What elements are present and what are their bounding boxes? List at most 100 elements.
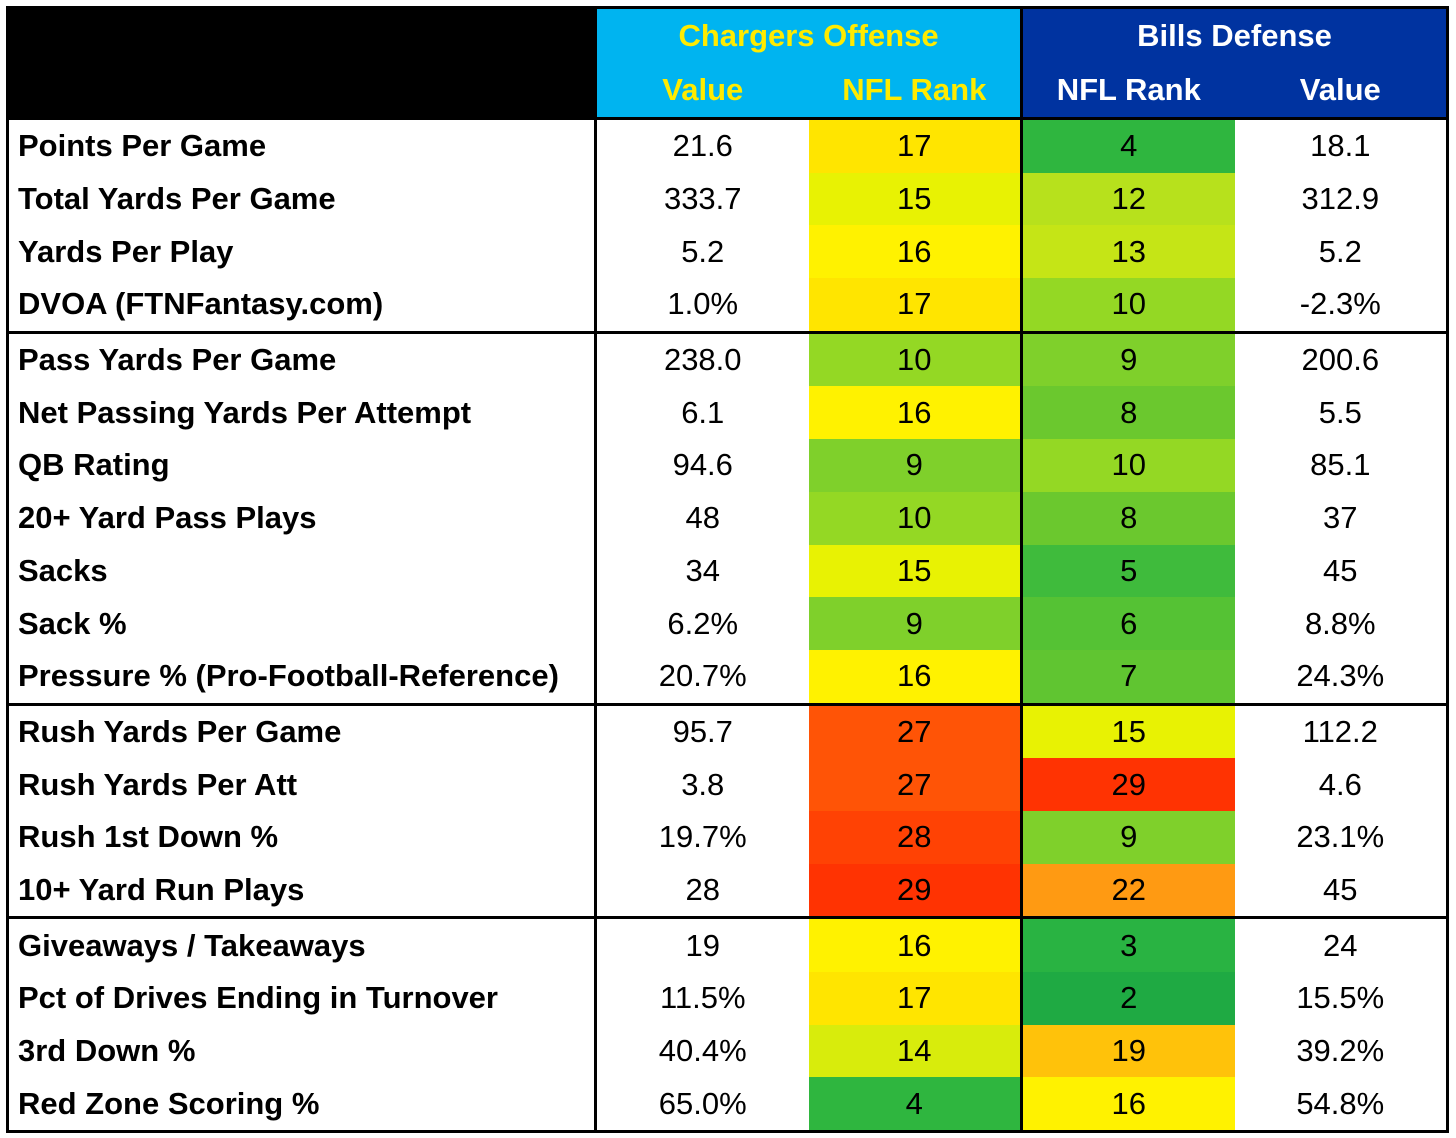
stat-label: Yards Per Play xyxy=(6,225,597,279)
table-row: Rush Yards Per Att 3.8 27 29 4.6 xyxy=(6,758,1450,811)
bills-value-cell: 45 xyxy=(1234,544,1450,598)
table-row: Rush Yards Per Game 95.7 27 15 112.2 xyxy=(6,702,1450,759)
bills-value-cell: 5.5 xyxy=(1234,386,1450,440)
stat-label: 3rd Down % xyxy=(6,1024,597,1078)
bills-value-cell: 23.1% xyxy=(1234,810,1450,864)
chargers-rank-cell: 4 xyxy=(808,1077,1022,1134)
bills-value-cell: 5.2 xyxy=(1234,225,1450,279)
bills-rank-cell: 15 xyxy=(1020,702,1235,759)
bills-rank-cell: 8 xyxy=(1020,386,1235,440)
bills-rank-cell: 6 xyxy=(1020,597,1235,650)
table-row: Sacks 34 15 5 45 xyxy=(6,544,1450,598)
bills-rank-cell: 7 xyxy=(1020,649,1235,705)
bills-rank-cell: 29 xyxy=(1020,758,1235,811)
bills-value-cell: 18.1 xyxy=(1234,116,1450,173)
stat-label: Sacks xyxy=(6,544,597,598)
table-row: 20+ Yard Pass Plays 48 10 8 37 xyxy=(6,491,1450,545)
chargers-value-cell: 65.0% xyxy=(595,1077,809,1134)
chargers-value-cell: 6.2% xyxy=(595,597,809,650)
table-row: Total Yards Per Game 333.7 15 12 312.9 xyxy=(6,172,1450,226)
table-row: Yards Per Play 5.2 16 13 5.2 xyxy=(6,225,1450,279)
chargers-rank-cell: 9 xyxy=(808,439,1022,492)
chargers-value-header: Value xyxy=(595,63,809,119)
chargers-rank-cell: 15 xyxy=(808,544,1022,598)
bills-rank-cell: 12 xyxy=(1020,172,1235,226)
table-row: Pct of Drives Ending in Turnover 11.5% 17 2… xyxy=(6,972,1450,1025)
bills-value-header: Value xyxy=(1234,63,1450,119)
stat-label: 20+ Yard Pass Plays xyxy=(6,491,597,545)
stat-label: Pressure % (Pro-Football-Reference) xyxy=(6,649,597,705)
bills-rank-cell: 9 xyxy=(1020,810,1235,864)
bills-rank-cell: 13 xyxy=(1020,225,1235,279)
chargers-value-cell: 28 xyxy=(595,863,809,918)
bills-value-cell: 24.3% xyxy=(1234,649,1450,705)
chargers-rank-cell: 16 xyxy=(808,386,1022,440)
bills-rank-cell: 4 xyxy=(1020,116,1235,173)
stat-label: Total Yards Per Game xyxy=(6,172,597,226)
chargers-rank-cell: 29 xyxy=(808,863,1022,918)
stat-label: Rush 1st Down % xyxy=(6,810,597,864)
stat-label: Red Zone Scoring % xyxy=(6,1077,597,1134)
stats-body: Points Per Game 21.6 17 4 18.1 Total Yards Pe… xyxy=(6,116,1450,1134)
chargers-offense-header: Chargers Offense xyxy=(595,6,1022,63)
stat-label: 10+ Yard Run Plays xyxy=(6,863,597,918)
chargers-value-cell: 6.1 xyxy=(595,386,809,440)
chargers-value-cell: 19.7% xyxy=(595,810,809,864)
chargers-rank-cell: 16 xyxy=(808,649,1022,705)
chargers-value-cell: 3.8 xyxy=(595,758,809,811)
chargers-rank-cell: 14 xyxy=(808,1024,1022,1078)
stat-label: QB Rating xyxy=(6,439,597,492)
chargers-value-cell: 5.2 xyxy=(595,225,809,279)
bills-rank-cell: 8 xyxy=(1020,491,1235,545)
chargers-value-cell: 21.6 xyxy=(595,116,809,173)
table-row: Pressure % (Pro-Football-Reference) 20.7%… xyxy=(6,649,1450,705)
chargers-rank-cell: 27 xyxy=(808,702,1022,759)
bills-rank-cell: 9 xyxy=(1020,330,1235,387)
chargers-rank-header: NFL Rank xyxy=(808,63,1022,119)
bills-defense-header: Bills Defense xyxy=(1020,6,1450,63)
stat-label: Rush Yards Per Game xyxy=(6,702,597,759)
table-row: Red Zone Scoring % 65.0% 4 16 54.8% xyxy=(6,1077,1450,1134)
stat-label: Rush Yards Per Att xyxy=(6,758,597,811)
chargers-rank-cell: 10 xyxy=(808,491,1022,545)
chargers-rank-cell: 15 xyxy=(808,172,1022,226)
bills-rank-cell: 19 xyxy=(1020,1024,1235,1078)
chargers-rank-cell: 27 xyxy=(808,758,1022,811)
chargers-value-cell: 40.4% xyxy=(595,1024,809,1078)
bills-rank-header: NFL Rank xyxy=(1020,63,1235,119)
bills-rank-cell: 2 xyxy=(1020,972,1235,1025)
stat-label: Sack % xyxy=(6,597,597,650)
bills-rank-cell: 10 xyxy=(1020,439,1235,492)
header-corner xyxy=(6,6,597,120)
chargers-value-cell: 1.0% xyxy=(595,278,809,333)
chargers-value-cell: 95.7 xyxy=(595,702,809,759)
stat-label: Pct of Drives Ending in Turnover xyxy=(6,972,597,1025)
bills-value-cell: 312.9 xyxy=(1234,172,1450,226)
chargers-value-cell: 94.6 xyxy=(595,439,809,492)
stat-label: Pass Yards Per Game xyxy=(6,330,597,387)
stat-label: DVOA (FTNFantasy.com) xyxy=(6,278,597,333)
matchup-table-container: Chargers Offense Bills Defense Value NFL… xyxy=(6,6,1450,1134)
chargers-value-cell: 34 xyxy=(595,544,809,598)
chargers-value-cell: 11.5% xyxy=(595,972,809,1025)
bills-value-cell: 45 xyxy=(1234,863,1450,918)
table-row: Points Per Game 21.6 17 4 18.1 xyxy=(6,116,1450,173)
table-row: Sack % 6.2% 9 6 8.8% xyxy=(6,597,1450,650)
table-row: 10+ Yard Run Plays 28 29 22 45 xyxy=(6,863,1450,918)
bills-value-cell: 54.8% xyxy=(1234,1077,1450,1134)
chargers-rank-cell: 16 xyxy=(808,225,1022,279)
bills-value-cell: 37 xyxy=(1234,491,1450,545)
bills-rank-cell: 16 xyxy=(1020,1077,1235,1134)
bills-rank-cell: 3 xyxy=(1020,916,1235,972)
chargers-rank-cell: 10 xyxy=(808,330,1022,387)
chargers-rank-cell: 28 xyxy=(808,810,1022,864)
chargers-value-cell: 333.7 xyxy=(595,172,809,226)
table-row: DVOA (FTNFantasy.com) 1.0% 17 10 -2.3% xyxy=(6,278,1450,333)
bills-value-cell: 39.2% xyxy=(1234,1024,1450,1078)
stat-label: Net Passing Yards Per Attempt xyxy=(6,386,597,440)
chargers-rank-cell: 9 xyxy=(808,597,1022,650)
bills-value-cell: -2.3% xyxy=(1234,278,1450,333)
bills-rank-cell: 10 xyxy=(1020,278,1235,333)
table-row: 3rd Down % 40.4% 14 19 39.2% xyxy=(6,1024,1450,1078)
bills-value-cell: 112.2 xyxy=(1234,702,1450,759)
